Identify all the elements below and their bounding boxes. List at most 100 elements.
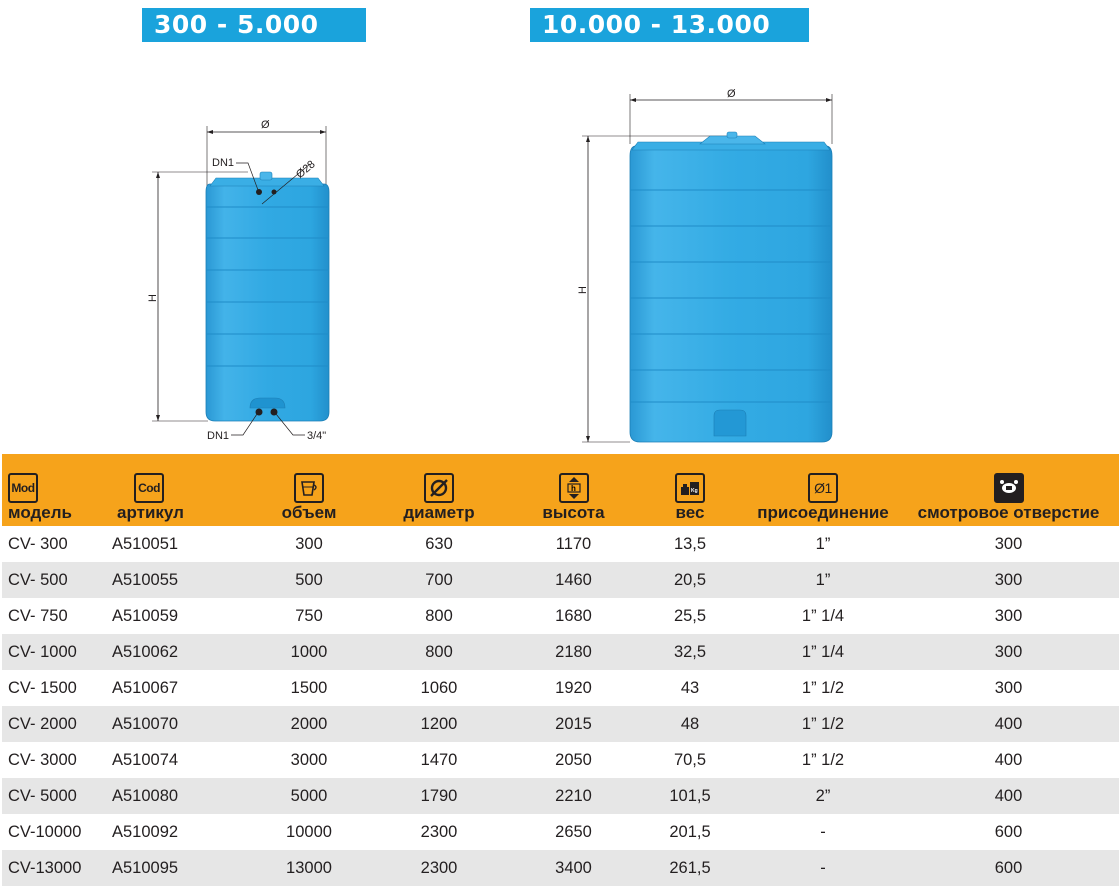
dn1-bottom-label: DN1: [207, 430, 229, 442]
cell-hatch: 300: [898, 634, 1119, 670]
cell-height: 2180: [515, 634, 632, 670]
range-banner-large: 10.000 - 13.000: [530, 8, 809, 42]
header-diameter: диаметр: [363, 454, 515, 526]
range-banner-small: 300 - 5.000: [142, 8, 366, 42]
header-connection: Ø1 присоединение: [748, 454, 898, 526]
cell-connection: 1” 1/2: [748, 670, 898, 706]
cell-diameter: 700: [363, 562, 515, 598]
header-volume-label: объем: [281, 503, 337, 522]
cell-hatch: 300: [898, 526, 1119, 562]
cell-connection: 1”: [748, 526, 898, 562]
table-row: CV- 1000 A510062 1000 800 2180 32,5 1” 1…: [2, 634, 1119, 670]
table-row: CV- 3000 A510074 3000 1470 2050 70,5 1” …: [2, 742, 1119, 778]
cell-model: CV- 1500: [2, 670, 110, 706]
cell-hatch: 300: [898, 598, 1119, 634]
tank-drawing-small: Ø H DN1 Ø28 DN1 3/4": [147, 119, 330, 442]
cell-height: 2050: [515, 742, 632, 778]
cell-weight: 25,5: [632, 598, 748, 634]
header-diameter-label: диаметр: [403, 503, 475, 522]
cell-diameter: 800: [363, 598, 515, 634]
cell-connection: 1”: [748, 562, 898, 598]
cell-model: CV- 750: [2, 598, 110, 634]
angle-label: Ø28: [294, 158, 318, 181]
cell-connection: 1” 1/2: [748, 706, 898, 742]
header-model: Mod модель: [2, 454, 110, 526]
cell-model: CV- 500: [2, 562, 110, 598]
cell-volume: 750: [255, 598, 363, 634]
cell-weight: 48: [632, 706, 748, 742]
header-height: h высота: [515, 454, 632, 526]
cell-connection: 2”: [748, 778, 898, 814]
cell-weight: 101,5: [632, 778, 748, 814]
cell-volume: 500: [255, 562, 363, 598]
cell-weight: 70,5: [632, 742, 748, 778]
table-header-row: Mod модель Cod артикул объем: [2, 454, 1119, 526]
cell-weight: 43: [632, 670, 748, 706]
cell-height: 1460: [515, 562, 632, 598]
connection-icon: Ø1: [808, 473, 838, 503]
code-icon: Cod: [134, 473, 164, 503]
header-connection-label: присоединение: [757, 503, 889, 522]
header-code: Cod артикул: [110, 454, 255, 526]
table-row: CV- 300 A510051 300 630 1170 13,5 1” 300: [2, 526, 1119, 562]
cell-diameter: 1470: [363, 742, 515, 778]
header-hatch: смотровое отверстие: [898, 454, 1119, 526]
cell-code: A510059: [110, 598, 255, 634]
cell-height: 3400: [515, 850, 632, 886]
cell-weight: 20,5: [632, 562, 748, 598]
cell-hatch: 300: [898, 670, 1119, 706]
header-volume: объем: [255, 454, 363, 526]
fitting-label: 3/4": [307, 430, 326, 442]
cell-hatch: 600: [898, 814, 1119, 850]
diameter-label-small: Ø: [261, 119, 270, 131]
table-row: CV- 2000 A510070 2000 1200 2015 48 1” 1/…: [2, 706, 1119, 742]
cell-diameter: 1060: [363, 670, 515, 706]
cell-diameter: 1200: [363, 706, 515, 742]
cell-volume: 5000: [255, 778, 363, 814]
cell-volume: 3000: [255, 742, 363, 778]
diameter-label-large: Ø: [727, 88, 736, 100]
cell-volume: 13000: [255, 850, 363, 886]
diameter-icon: [424, 473, 454, 503]
cell-hatch: 400: [898, 706, 1119, 742]
cell-weight: 261,5: [632, 850, 748, 886]
cell-code: A510080: [110, 778, 255, 814]
cell-code: A510092: [110, 814, 255, 850]
cell-connection: 1” 1/4: [748, 598, 898, 634]
cell-diameter: 630: [363, 526, 515, 562]
cell-volume: 10000: [255, 814, 363, 850]
cell-diameter: 2300: [363, 850, 515, 886]
header-weight: Kg вес: [632, 454, 748, 526]
cell-code: A510095: [110, 850, 255, 886]
cell-connection: -: [748, 850, 898, 886]
table-row: CV-10000 A510092 10000 2300 2650 201,5 -…: [2, 814, 1119, 850]
cell-model: CV- 1000: [2, 634, 110, 670]
svg-text:Kg: Kg: [691, 488, 698, 494]
volume-icon: [294, 473, 324, 503]
cell-model: CV- 2000: [2, 706, 110, 742]
cell-connection: -: [748, 814, 898, 850]
cell-volume: 300: [255, 526, 363, 562]
cell-diameter: 800: [363, 634, 515, 670]
dn1-top-label: DN1: [212, 157, 234, 169]
cell-weight: 13,5: [632, 526, 748, 562]
spec-table: Mod модель Cod артикул объем: [2, 454, 1119, 886]
cell-model: CV- 5000: [2, 778, 110, 814]
cell-height: 1920: [515, 670, 632, 706]
cell-height: 2210: [515, 778, 632, 814]
cell-hatch: 400: [898, 778, 1119, 814]
height-label-small: H: [147, 294, 159, 302]
cell-code: A510062: [110, 634, 255, 670]
table-row: CV- 1500 A510067 1500 1060 1920 43 1” 1/…: [2, 670, 1119, 706]
cell-model: CV-13000: [2, 850, 110, 886]
cell-hatch: 300: [898, 562, 1119, 598]
cell-volume: 1000: [255, 634, 363, 670]
cell-height: 2650: [515, 814, 632, 850]
cell-model: CV-10000: [2, 814, 110, 850]
cell-height: 1680: [515, 598, 632, 634]
header-hatch-label: смотровое отверстие: [917, 503, 1100, 522]
cell-weight: 201,5: [632, 814, 748, 850]
cell-diameter: 2300: [363, 814, 515, 850]
header-height-label: высота: [542, 503, 605, 522]
height-label-large: H: [577, 286, 589, 294]
